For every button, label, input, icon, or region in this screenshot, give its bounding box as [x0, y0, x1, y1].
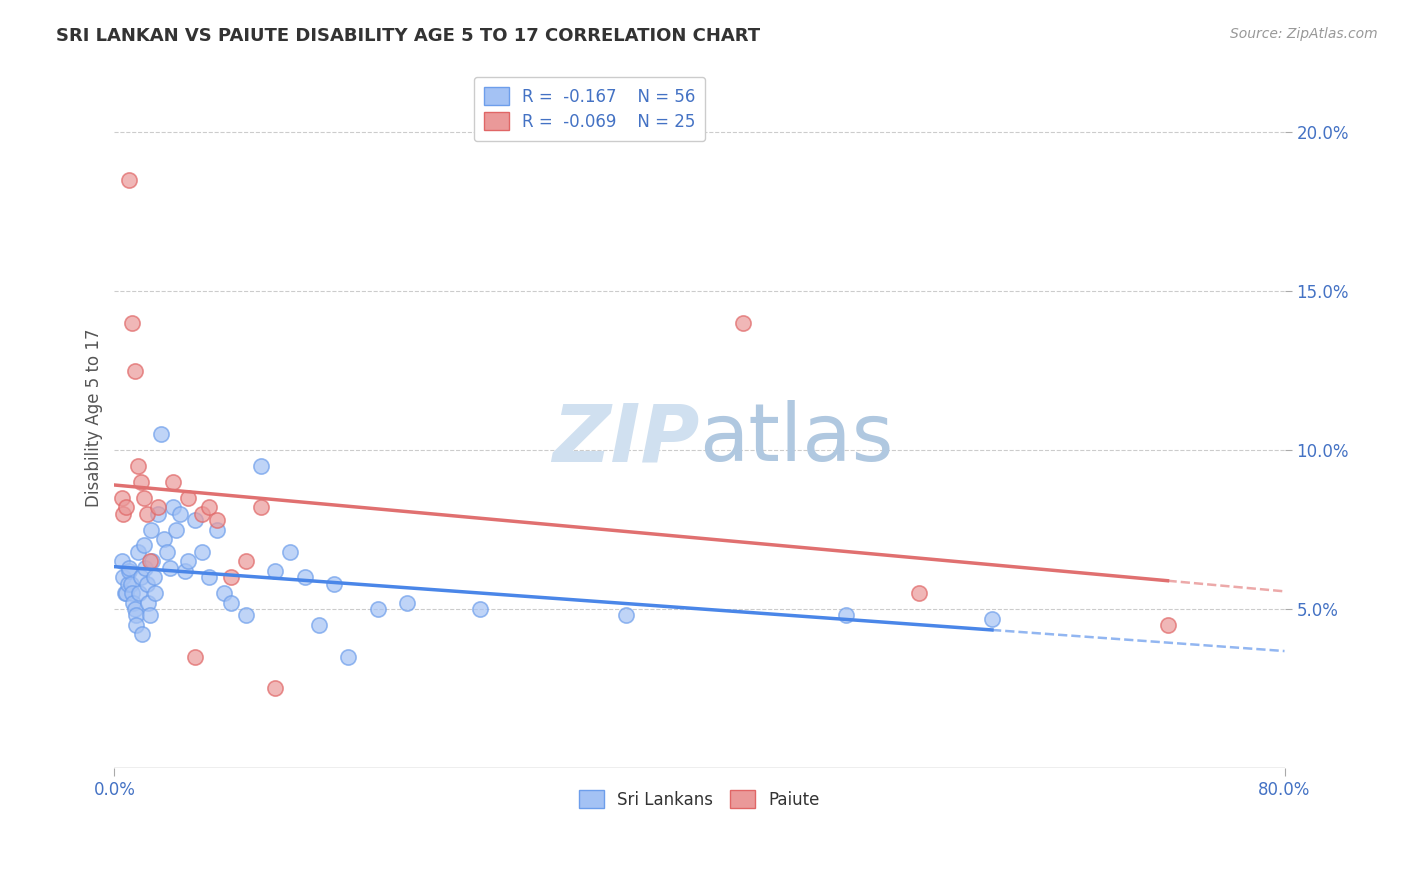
Point	[221, 570, 243, 584]
Point	[176, 554, 198, 568]
Point	[221, 596, 243, 610]
Point	[294, 570, 316, 584]
Point	[148, 507, 170, 521]
Point	[138, 608, 160, 623]
Point	[124, 363, 146, 377]
Point	[125, 608, 148, 623]
Point	[367, 602, 389, 616]
Point	[135, 576, 157, 591]
Point	[112, 507, 135, 521]
Point	[121, 316, 143, 330]
Point	[264, 564, 287, 578]
Point	[153, 532, 176, 546]
Point	[249, 458, 271, 473]
Point	[184, 649, 207, 664]
Text: SRI LANKAN VS PAIUTE DISABILITY AGE 5 TO 17 CORRELATION CHART: SRI LANKAN VS PAIUTE DISABILITY AGE 5 TO…	[56, 27, 761, 45]
Point	[162, 475, 184, 489]
Point	[249, 500, 271, 515]
Point	[1156, 618, 1178, 632]
Point	[162, 500, 184, 515]
Point	[308, 618, 330, 632]
Point	[131, 627, 153, 641]
Point	[981, 611, 1004, 625]
Point	[139, 523, 162, 537]
Point	[120, 576, 142, 591]
Point	[117, 576, 139, 591]
Point	[142, 570, 165, 584]
Point	[173, 564, 195, 578]
Point	[148, 500, 170, 515]
Point	[118, 564, 141, 578]
Point	[127, 545, 149, 559]
Point	[128, 586, 150, 600]
Point	[322, 576, 344, 591]
Point	[176, 491, 198, 505]
Point	[614, 608, 637, 623]
Legend: Sri Lankans, Paiute: Sri Lankans, Paiute	[572, 783, 827, 815]
Text: Source: ZipAtlas.com: Source: ZipAtlas.com	[1230, 27, 1378, 41]
Point	[124, 602, 146, 616]
Y-axis label: Disability Age 5 to 17: Disability Age 5 to 17	[86, 329, 103, 508]
Point	[184, 513, 207, 527]
Point	[145, 586, 167, 600]
Point	[129, 570, 152, 584]
Point	[134, 560, 156, 574]
Point	[165, 523, 187, 537]
Point	[212, 586, 235, 600]
Point	[129, 475, 152, 489]
Point	[235, 608, 257, 623]
Point	[115, 500, 138, 515]
Point	[395, 596, 418, 610]
Point	[150, 427, 173, 442]
Point	[205, 513, 228, 527]
Point	[733, 316, 755, 330]
Point	[132, 491, 155, 505]
Point	[111, 554, 134, 568]
Point	[114, 586, 136, 600]
Point	[159, 560, 181, 574]
Point	[169, 507, 191, 521]
Point	[198, 570, 221, 584]
Point	[125, 618, 148, 632]
Point	[468, 602, 491, 616]
Point	[118, 560, 141, 574]
Point	[835, 608, 858, 623]
Point	[115, 586, 138, 600]
Point	[191, 545, 214, 559]
Point	[132, 538, 155, 552]
Point	[191, 507, 214, 521]
Point	[205, 523, 228, 537]
Point	[112, 570, 135, 584]
Point	[138, 554, 160, 568]
Point	[198, 500, 221, 515]
Text: atlas: atlas	[699, 401, 894, 478]
Point	[264, 681, 287, 696]
Point	[118, 173, 141, 187]
Point	[337, 649, 360, 664]
Point	[235, 554, 257, 568]
Point	[111, 491, 134, 505]
Point	[121, 586, 143, 600]
Point	[908, 586, 931, 600]
Point	[127, 458, 149, 473]
Text: ZIP: ZIP	[553, 401, 699, 478]
Point	[278, 545, 301, 559]
Point	[135, 507, 157, 521]
Point	[136, 596, 159, 610]
Point	[141, 554, 163, 568]
Point	[156, 545, 179, 559]
Point	[122, 596, 145, 610]
